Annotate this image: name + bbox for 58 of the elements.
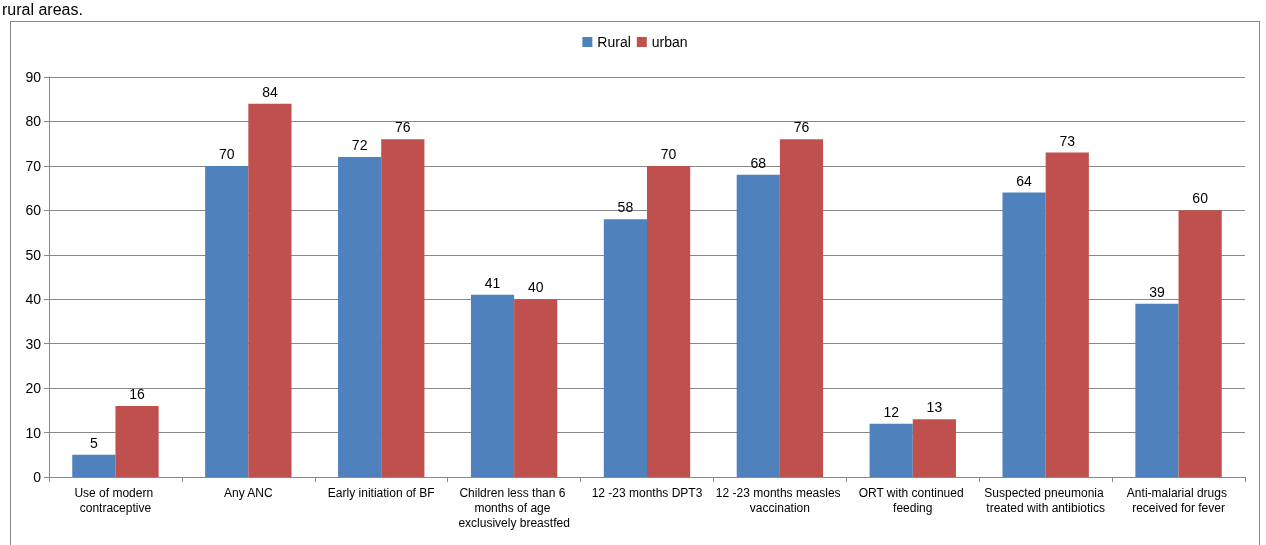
- bar: [1045, 152, 1089, 477]
- x-tick-label: Any ANC: [223, 485, 274, 500]
- bar: [514, 299, 558, 477]
- data-label: 13: [926, 399, 943, 416]
- x-tick-label: 12 -23 months measles vaccination: [715, 485, 844, 515]
- x-tick-label: 12 -23 months DPT3: [591, 485, 703, 500]
- data-label: 16: [129, 385, 146, 402]
- bar: [470, 294, 515, 477]
- data-label: 60: [1192, 190, 1209, 207]
- bar: [205, 165, 249, 477]
- y-tick-label: 0: [33, 469, 42, 485]
- data-label: 72: [351, 137, 368, 153]
- data-label: 70: [660, 145, 677, 162]
- data-label: 64: [1016, 172, 1033, 189]
- bar: [736, 174, 780, 477]
- data-label: 40: [527, 279, 544, 296]
- legend-label: urban: [651, 34, 688, 50]
- y-tick-label: 30: [25, 335, 42, 352]
- data-label: 41: [484, 274, 501, 291]
- bar: [1002, 192, 1046, 477]
- y-tick-label: 20: [25, 380, 42, 397]
- bar: [603, 219, 647, 477]
- legend-label: Rural: [597, 34, 631, 50]
- bar: [115, 405, 159, 477]
- y-tick-label: 10: [25, 424, 42, 441]
- y-tick-label: 90: [25, 69, 42, 85]
- y-tick-label: 80: [25, 113, 42, 130]
- data-label: 58: [617, 199, 634, 216]
- bar: [647, 165, 691, 477]
- x-tick-label: Children less than 6 months of age exclusively breastfed: [458, 485, 570, 530]
- data-label: 39: [1149, 283, 1165, 300]
- data-label: 73: [1059, 132, 1076, 149]
- data-label: 84: [262, 83, 278, 100]
- bar: [779, 139, 824, 477]
- data-label: 12: [883, 403, 900, 420]
- y-tick-label: 70: [25, 157, 42, 174]
- x-tick-label: ORT with continued feeding: [858, 485, 967, 515]
- bar: [338, 157, 382, 477]
- y-tick-label: 40: [25, 291, 42, 308]
- x-tick-label: Use of modern contraceptive: [74, 485, 157, 515]
- data-label: 70: [218, 145, 235, 162]
- data-label: 68: [750, 154, 767, 171]
- text: rural areas.: [2, 1, 83, 19]
- data-label: 76: [395, 119, 411, 136]
- bar: [869, 423, 913, 477]
- bar: [912, 419, 956, 477]
- bar: [1178, 210, 1222, 477]
- y-tick-label: 50: [25, 246, 42, 263]
- bar: [72, 454, 116, 477]
- data-label: 5: [89, 434, 98, 451]
- x-tick-label: Anti-malarial drugs received for fever: [1126, 485, 1231, 515]
- y-tick-label: 60: [25, 202, 42, 219]
- x-tick-label: Early initiation of BF: [327, 485, 435, 500]
- bar: [1135, 303, 1179, 477]
- x-tick-label: Suspected pneumonia treated with antibiotics: [984, 485, 1108, 515]
- bar: [248, 103, 292, 477]
- bar: [381, 139, 425, 477]
- data-label: 76: [793, 119, 810, 136]
